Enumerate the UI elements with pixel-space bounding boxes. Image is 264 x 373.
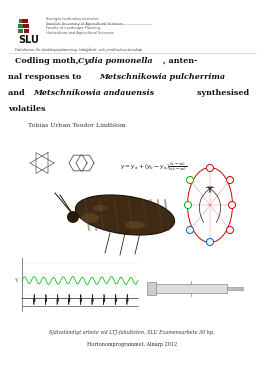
Text: Faculty of Landscape Planning,: Faculty of Landscape Planning, (46, 26, 101, 30)
Text: Sveriges lantbruksuniversitet: Sveriges lantbruksuniversitet (46, 17, 98, 21)
Circle shape (186, 176, 194, 184)
Bar (8, 145, 256, 318)
Text: Horticulture and Agricultural Sciences: Horticulture and Agricultural Sciences (46, 31, 114, 35)
Ellipse shape (125, 221, 145, 229)
Text: nal responses to: nal responses to (8, 73, 85, 81)
Text: $y = y_a + (y_b - y_a)\frac{(x-x_a)}{(x_b-x_a)}$: $y = y_a + (y_b - y_a)\frac{(x-x_a)}{(x_… (120, 161, 187, 174)
Text: , anten-: , anten- (163, 57, 197, 65)
Text: and: and (8, 89, 29, 97)
Circle shape (229, 201, 235, 209)
Ellipse shape (76, 195, 175, 235)
Text: Metschnikowia pulcherrima: Metschnikowia pulcherrima (99, 73, 225, 81)
Text: Metschnikowia andauensis: Metschnikowia andauensis (33, 89, 154, 97)
Circle shape (227, 176, 233, 184)
Circle shape (227, 226, 233, 233)
Text: Tobias Urban Teodor Lindblom: Tobias Urban Teodor Lindblom (28, 123, 126, 128)
Text: volatiles: volatiles (8, 105, 45, 113)
Ellipse shape (67, 211, 79, 223)
Bar (155, 284, 227, 293)
Bar (18, 29, 23, 33)
Ellipse shape (92, 205, 107, 211)
Bar (22, 19, 28, 23)
Text: mV: mV (16, 276, 20, 281)
Bar (24, 29, 29, 33)
Text: Cydia pomonella: Cydia pomonella (78, 57, 153, 65)
Circle shape (186, 226, 194, 233)
Circle shape (206, 164, 214, 172)
Text: SLU: SLU (18, 35, 39, 45)
Text: Fakulteten för landskapsplanering, trädgårds- och jordbruksvetenskap: Fakulteten för landskapsplanering, trädg… (15, 47, 142, 51)
Bar (23, 24, 29, 28)
Bar (18, 24, 24, 28)
Text: Självständigt arbete vid LTJ-fakulteten, SLU Examensarbete 30 hp.: Självständigt arbete vid LTJ-fakulteten,… (49, 330, 215, 335)
Bar (19, 19, 25, 23)
Ellipse shape (81, 213, 99, 223)
Circle shape (185, 201, 191, 209)
Bar (147, 282, 156, 295)
Bar (227, 287, 243, 290)
Text: Codling moth,: Codling moth, (15, 57, 82, 65)
Text: synthesised: synthesised (193, 89, 249, 97)
Text: Hortonomprogrammet, Alnarp 2012: Hortonomprogrammet, Alnarp 2012 (87, 342, 177, 347)
Text: Swedish University of Agricultural Sciences: Swedish University of Agricultural Scien… (46, 22, 123, 26)
Circle shape (206, 238, 214, 245)
